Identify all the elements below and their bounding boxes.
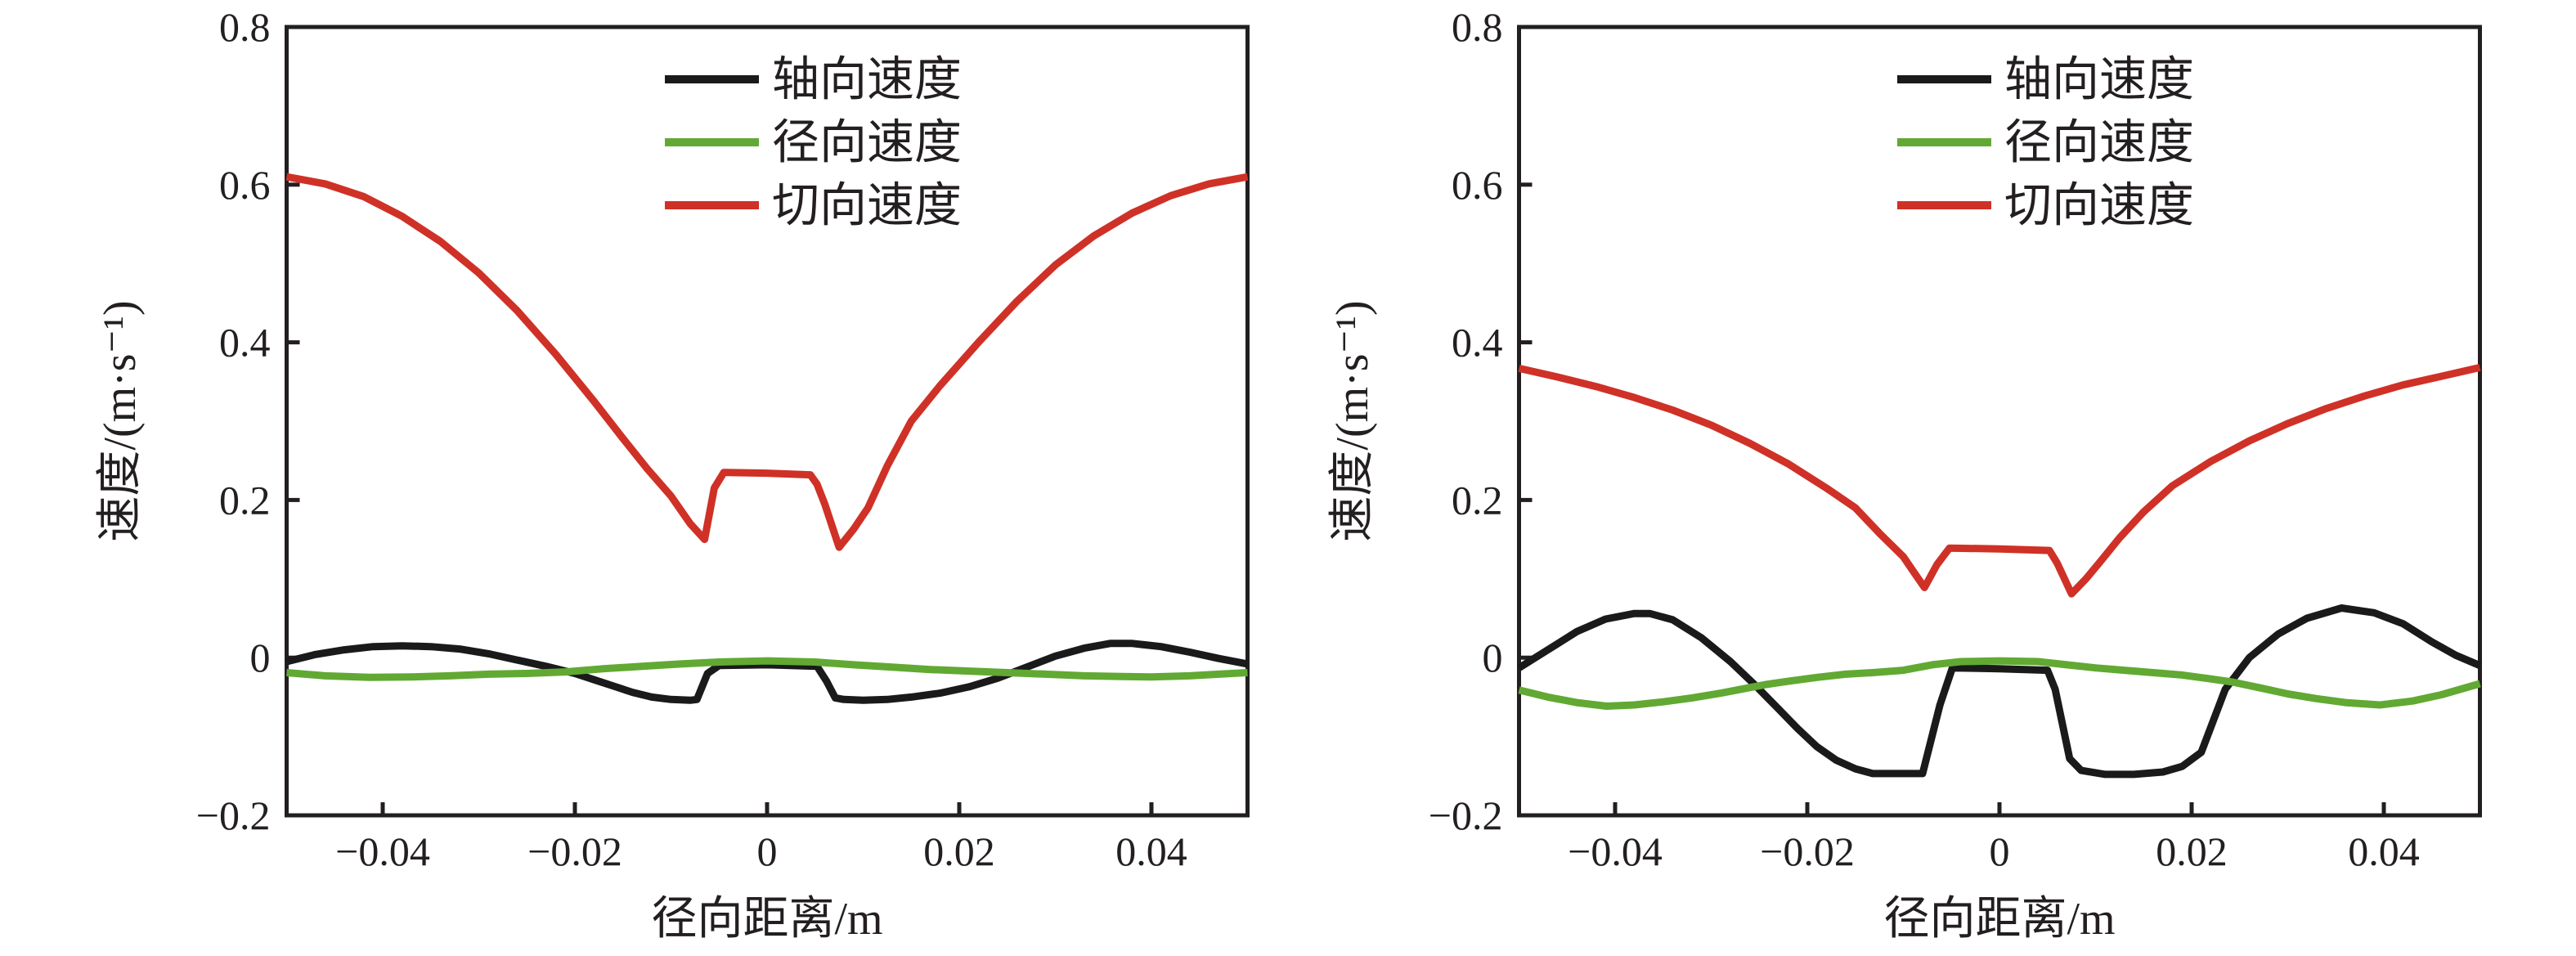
x-tick-label: 0.02 (923, 828, 995, 874)
x-tick-label: −0.04 (1568, 828, 1663, 874)
y-axis-label: 速度/(m·s⁻¹) (95, 300, 146, 541)
y-tick-label: 0.4 (219, 320, 271, 366)
x-tick-label: −0.04 (335, 828, 430, 874)
x-tick-label: 0.02 (2156, 828, 2228, 874)
series-radial-line (286, 657, 1248, 681)
legend-label-axial: 轴向速度 (772, 53, 962, 106)
y-tick-label: 0.4 (1452, 320, 1503, 366)
series-axial-line (285, 640, 1249, 704)
y-tick-label: 0.2 (1452, 477, 1503, 523)
chart-left-svg: −0.04 −0.02 0 0.02 0.04 −0.2 0 0.2 0.4 0.6 0.8 径向距离… (95, 4, 1250, 945)
x-tick-label: −0.02 (527, 828, 622, 874)
x-tick-label: 0 (1990, 828, 2010, 874)
legend-label-tangential: 切向速度 (772, 179, 962, 232)
x-tick-label: 0.04 (2348, 828, 2420, 874)
y-tick-label: 0.6 (219, 162, 271, 208)
plot-frame (285, 25, 1250, 818)
x-tick-label: 0 (757, 828, 778, 874)
chart-panel-left: −0.04 −0.02 0 0.02 0.04 −0.2 0 0.2 0.4 0.6 0.8 径向距离… (95, 4, 1250, 945)
y-tick-label: −0.2 (196, 792, 271, 838)
y-tick-label: 0.6 (1452, 162, 1503, 208)
series-axial-line (1517, 604, 2482, 779)
y-tick-label: 0 (1483, 635, 1503, 680)
y-tick-label: −0.2 (1429, 792, 1503, 838)
y-tick-label: 0.8 (219, 4, 271, 50)
y-tick-label: 0.8 (1452, 4, 1503, 50)
legend-label-radial: 径向速度 (772, 116, 962, 169)
legend-label-tangential: 切向速度 (2004, 179, 2194, 232)
series-tangential-line (285, 173, 1249, 551)
series-radial-line (1518, 657, 2481, 710)
y-tick-label: 0.2 (219, 477, 271, 523)
chart-panel-right: −0.04 −0.02 0 0.02 0.04 −0.2 0 0.2 0.4 0.6 0.8 径向距离… (1232, 0, 2576, 956)
chart-right-svg: −0.04 −0.02 0 0.02 0.04 −0.2 0 0.2 0.4 0.6 0.8 径向距离… (1327, 4, 2482, 945)
series-tangential-line (1518, 364, 2481, 598)
legend-label-axial: 轴向速度 (2004, 53, 2194, 106)
x-axis-label: 径向距离/m (651, 894, 882, 945)
legend-label-radial: 径向速度 (2004, 116, 2194, 169)
plot-frame (1517, 25, 2482, 818)
x-axis-label: 径向距离/m (1883, 894, 2115, 945)
x-tick-label: 0.04 (1115, 828, 1187, 874)
y-tick-label: 0 (250, 635, 271, 680)
y-axis-label: 速度/(m·s⁻¹) (1327, 300, 1378, 541)
x-tick-label: −0.02 (1760, 828, 1855, 874)
